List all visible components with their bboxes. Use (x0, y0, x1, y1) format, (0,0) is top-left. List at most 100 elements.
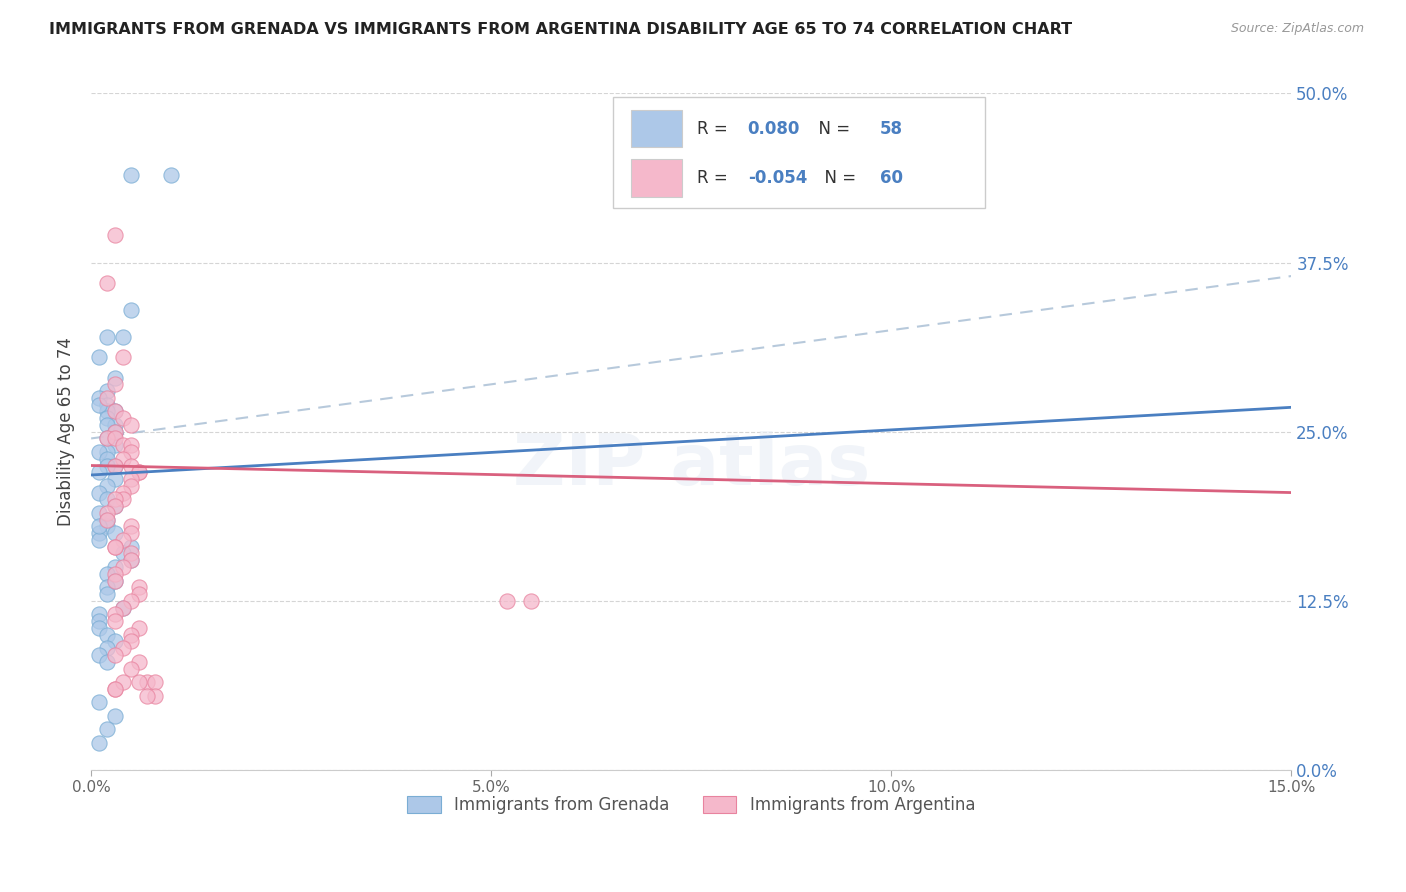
Point (104, 438, 127, 452)
Point (112, 546, 135, 560)
Point (96, 432, 118, 446)
Point (89, 736, 111, 750)
Point (120, 553, 142, 567)
Point (104, 432, 127, 446)
Point (96, 276, 118, 290)
Text: ZIP atlas: ZIP atlas (513, 431, 870, 500)
Point (112, 560, 135, 574)
Point (120, 540, 142, 554)
Point (96, 458, 118, 473)
Point (89, 351, 111, 365)
Point (96, 587, 118, 601)
Text: 58: 58 (880, 120, 903, 137)
Point (104, 648, 127, 662)
Point (89, 485, 111, 500)
Point (89, 607, 111, 622)
Legend: Immigrants from Grenada, Immigrants from Argentina: Immigrants from Grenada, Immigrants from… (399, 788, 983, 822)
Point (112, 533, 135, 547)
Point (96, 384, 118, 398)
Point (112, 330, 135, 344)
Point (104, 540, 127, 554)
Point (104, 472, 127, 486)
Point (136, 675, 159, 690)
Point (120, 661, 142, 675)
Point (128, 675, 150, 690)
Point (120, 417, 142, 432)
Bar (631, 110, 682, 147)
Point (104, 458, 127, 473)
Point (104, 377, 127, 392)
Point (128, 655, 150, 669)
Point (89, 533, 111, 547)
Point (89, 519, 111, 533)
Point (96, 519, 118, 533)
Point (96, 580, 118, 594)
Point (96, 432, 118, 446)
Point (89, 445, 111, 459)
Point (496, 594, 519, 608)
Point (104, 634, 127, 648)
Point (104, 526, 127, 541)
Point (96, 404, 118, 418)
Point (89, 695, 111, 709)
Point (120, 302, 142, 317)
Point (112, 600, 135, 615)
Point (96, 479, 118, 493)
Point (120, 546, 142, 560)
Text: R =: R = (697, 169, 734, 187)
Point (128, 465, 150, 479)
Point (89, 621, 111, 635)
Point (89, 398, 111, 412)
Point (96, 513, 118, 527)
Text: Source: ZipAtlas.com: Source: ZipAtlas.com (1230, 22, 1364, 36)
Point (96, 628, 118, 642)
Point (112, 451, 135, 466)
Point (104, 425, 127, 439)
Point (104, 458, 127, 473)
Text: 0.080: 0.080 (748, 120, 800, 137)
Point (520, 594, 543, 608)
Point (104, 425, 127, 439)
Point (128, 465, 150, 479)
Point (128, 621, 150, 635)
Point (112, 485, 135, 500)
Point (112, 492, 135, 507)
Point (120, 479, 142, 493)
Point (143, 689, 166, 703)
Point (120, 519, 142, 533)
Point (120, 445, 142, 459)
Point (160, 168, 183, 182)
Point (143, 675, 166, 690)
Point (104, 499, 127, 513)
Point (104, 574, 127, 588)
FancyBboxPatch shape (613, 96, 986, 209)
Point (104, 560, 127, 574)
Point (104, 499, 127, 513)
Point (96, 506, 118, 520)
Point (96, 566, 118, 581)
Point (89, 526, 111, 541)
Point (89, 506, 111, 520)
Point (104, 614, 127, 628)
Point (104, 404, 127, 418)
Point (104, 492, 127, 507)
Point (120, 553, 142, 567)
Point (104, 574, 127, 588)
Point (104, 540, 127, 554)
Bar (631, 160, 682, 196)
Point (89, 614, 111, 628)
Point (104, 607, 127, 622)
Point (96, 513, 118, 527)
Text: N =: N = (807, 120, 855, 137)
Point (128, 580, 150, 594)
Text: R =: R = (697, 120, 734, 137)
Point (112, 675, 135, 690)
Point (120, 458, 142, 473)
Point (120, 628, 142, 642)
Point (104, 228, 127, 243)
Point (120, 438, 142, 452)
Point (96, 723, 118, 737)
Point (112, 411, 135, 425)
Point (120, 526, 142, 541)
Point (120, 634, 142, 648)
